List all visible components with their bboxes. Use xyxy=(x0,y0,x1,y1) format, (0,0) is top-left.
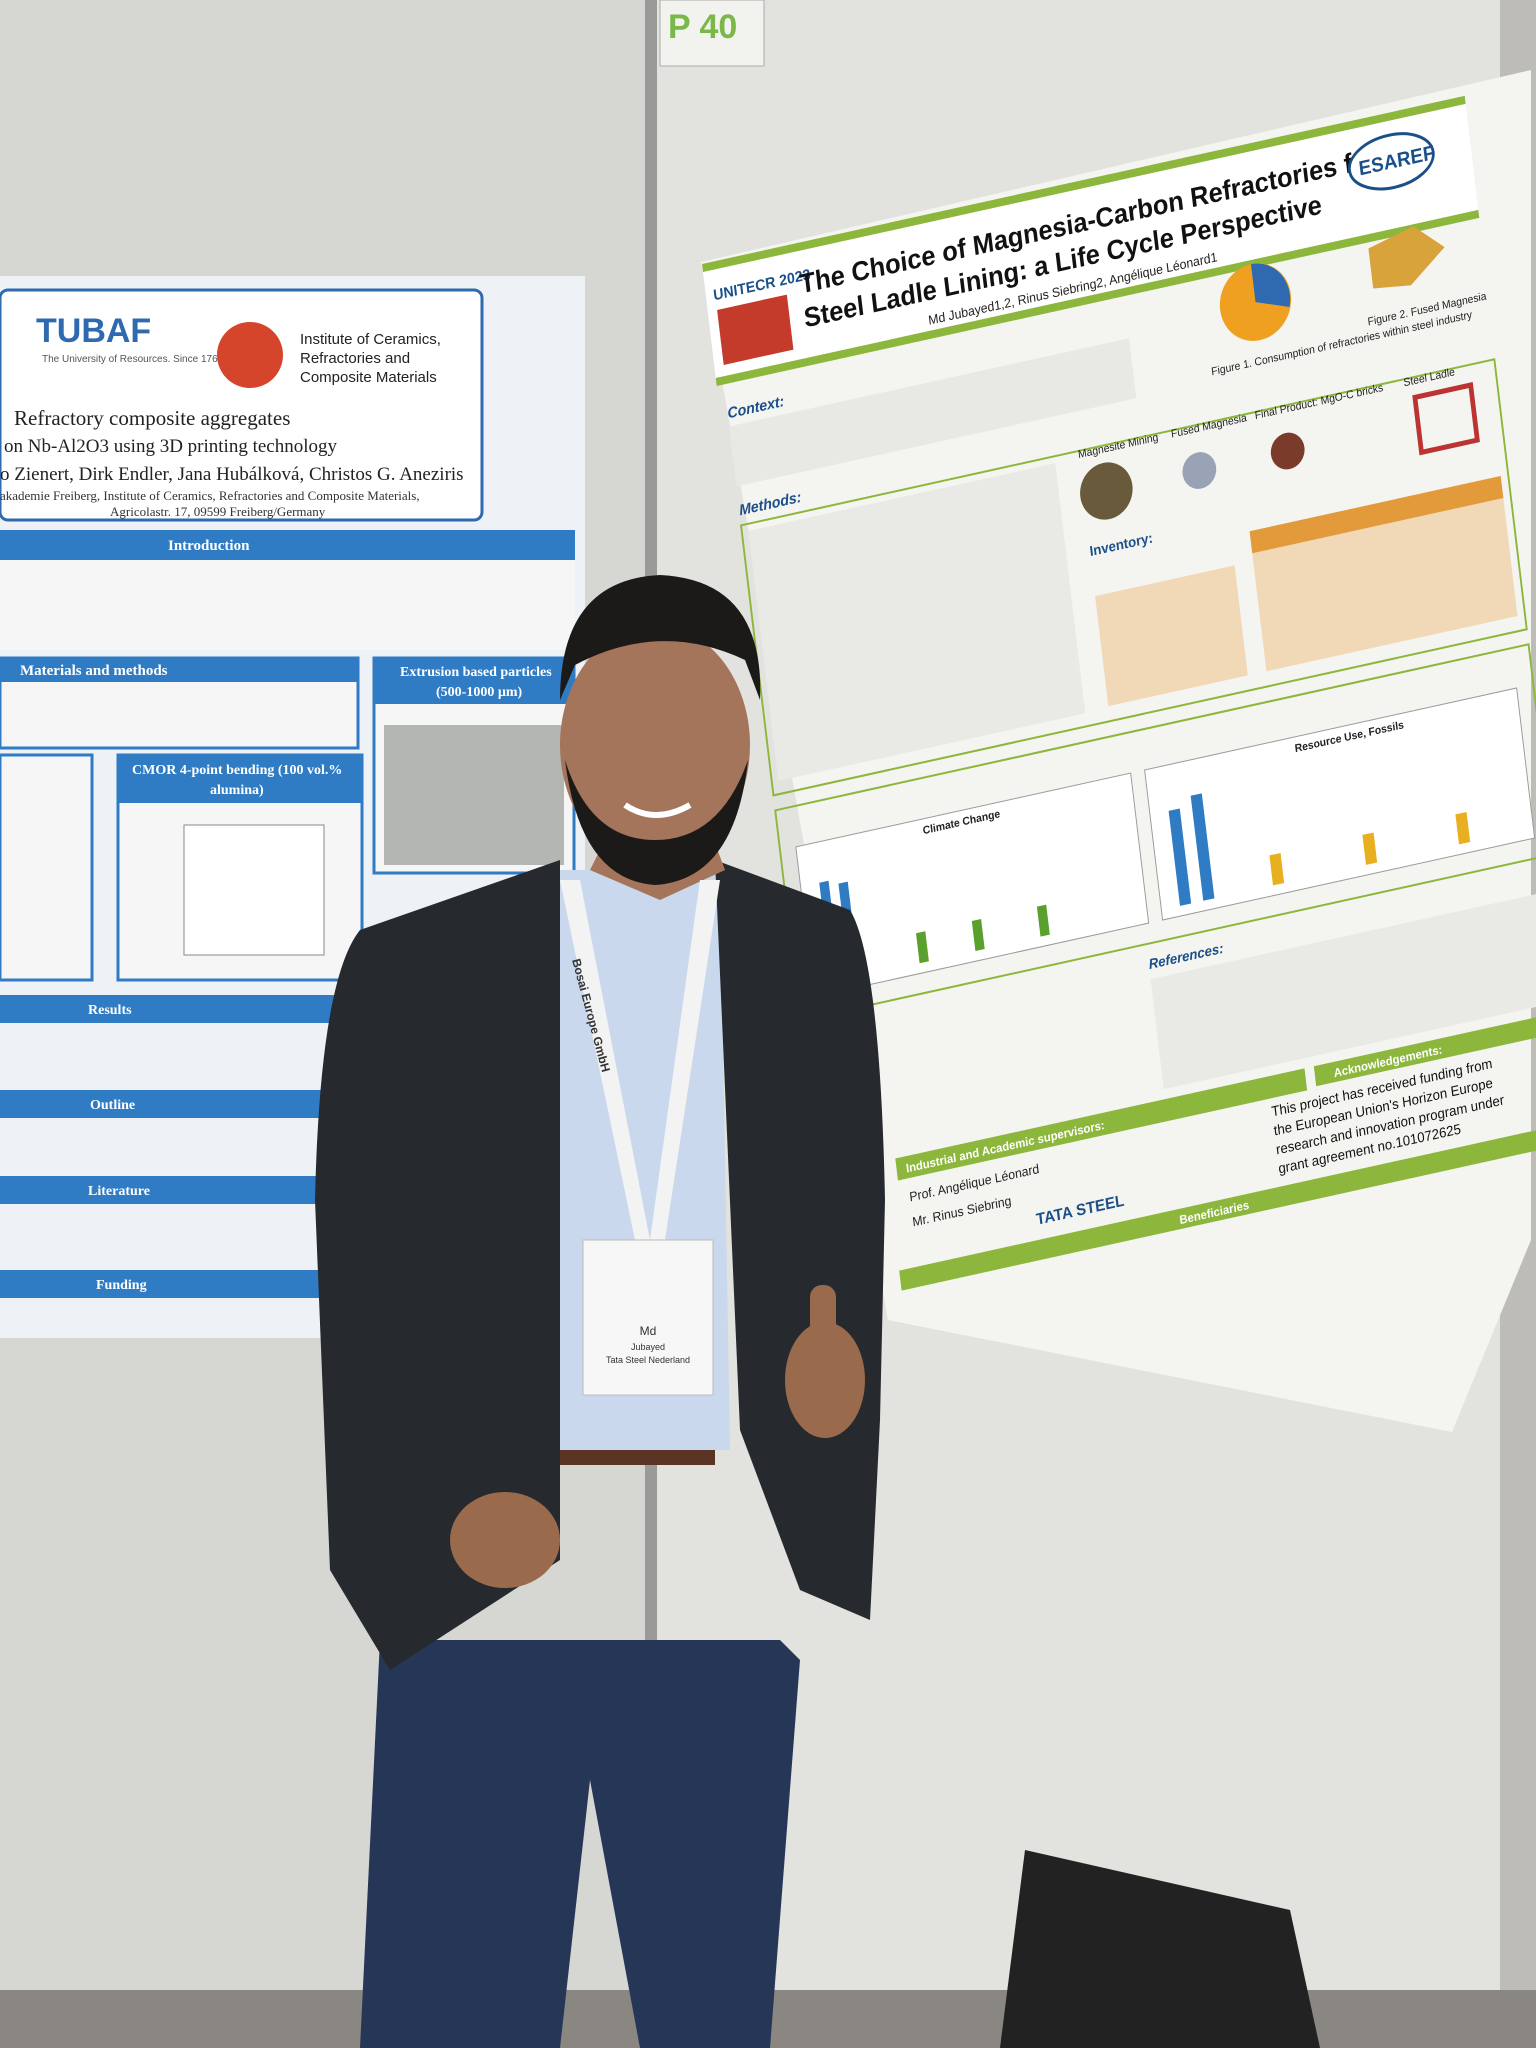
text-block xyxy=(729,338,1137,487)
plot xyxy=(183,824,325,956)
section-title: Extrusion based particles xyxy=(400,665,552,680)
poster-title: Refractory composite aggregates xyxy=(14,406,290,430)
logo: TUBAF xyxy=(36,312,151,350)
affiliation: akademie Freiberg, Institute of Ceramics… xyxy=(0,488,420,503)
diagram-image xyxy=(1182,452,1217,489)
face xyxy=(560,625,750,865)
inventory-table xyxy=(1095,565,1248,707)
authors: o Zienert, Dirk Endler, Jana Hubálková, … xyxy=(0,464,464,485)
section-bar xyxy=(0,1176,340,1204)
chart-panel xyxy=(1144,687,1536,921)
address: Agricolastr. 17, 09599 Freiberg/Germany xyxy=(110,504,326,519)
section-bar xyxy=(0,995,360,1023)
text-block xyxy=(748,463,1086,781)
micrograph xyxy=(384,725,564,865)
text-block xyxy=(1150,890,1536,1090)
section-title: CMOR 4-point bending (100 vol.% xyxy=(132,763,342,778)
hand xyxy=(450,1492,560,1588)
section-title: alumina) xyxy=(210,783,264,798)
sign-text: P 40 xyxy=(668,8,737,46)
section-bar xyxy=(0,1270,330,1298)
poster-title: on Nb-Al2O3 using 3D printing technology xyxy=(4,436,338,457)
diagram-image xyxy=(1080,462,1133,520)
header xyxy=(703,103,1479,382)
section-bar xyxy=(374,658,574,704)
institute: Composite Materials xyxy=(300,369,437,386)
sign-card xyxy=(659,0,765,67)
bar xyxy=(971,918,985,952)
ack-bar xyxy=(1313,1008,1536,1087)
logo-sub: The University of Resources. Since 1765. xyxy=(42,354,226,365)
section-bar xyxy=(0,530,575,560)
badge xyxy=(582,1239,714,1396)
header-rule xyxy=(702,95,1466,272)
bar xyxy=(1269,852,1285,886)
badge-name: Md xyxy=(640,1324,657,1338)
section-bar xyxy=(0,658,358,682)
logo-ring xyxy=(1347,132,1435,191)
section-title: (500-1000 µm) xyxy=(436,685,523,700)
logo-icon xyxy=(217,322,283,388)
pie-slice xyxy=(1250,263,1291,307)
conference-logo xyxy=(717,294,794,365)
beneficiaries-bar xyxy=(899,1118,1536,1291)
section-title: Literature xyxy=(88,1184,150,1199)
badge-name: Jubayed xyxy=(631,1342,665,1352)
table-header xyxy=(1249,475,1504,554)
section-bar xyxy=(118,755,362,803)
institute: Institute of Ceramics, xyxy=(300,331,441,348)
ladle xyxy=(1412,382,1480,456)
lanyard-strap xyxy=(650,880,720,1240)
smile xyxy=(623,802,692,818)
bar xyxy=(1168,808,1192,906)
header-rule xyxy=(715,209,1480,386)
bar xyxy=(1362,832,1378,865)
lanyard-strap xyxy=(560,880,650,1240)
section-body xyxy=(0,753,94,982)
section-title: Outline xyxy=(90,1098,135,1113)
header-box xyxy=(0,288,484,522)
thumb xyxy=(810,1285,836,1355)
jeans xyxy=(360,1640,800,2048)
jacket-left xyxy=(315,860,560,1670)
hair xyxy=(560,575,761,700)
bar xyxy=(1190,793,1215,901)
bar xyxy=(916,931,929,964)
bar xyxy=(1036,904,1050,937)
supervisor-bar xyxy=(895,1068,1308,1181)
institute: Refractories and xyxy=(300,350,410,367)
section-title: Introduction xyxy=(168,538,250,554)
thumb-up-hand xyxy=(785,1322,865,1438)
diagram-image xyxy=(1270,432,1305,470)
beard xyxy=(565,760,748,885)
section-bar xyxy=(0,1090,360,1118)
section-body xyxy=(0,560,575,650)
bag xyxy=(1000,1850,1320,2048)
bar xyxy=(1455,811,1471,845)
person: Bosai Europe GmbH Md Jubayed Tata Steel … xyxy=(315,575,885,2048)
section-title: Funding xyxy=(96,1278,147,1293)
section-title: Results xyxy=(88,1003,132,1018)
badge-company: Tata Steel Nederland xyxy=(606,1355,690,1365)
section-title: Materials and methods xyxy=(20,663,168,679)
magnesia-photo xyxy=(1368,226,1445,289)
